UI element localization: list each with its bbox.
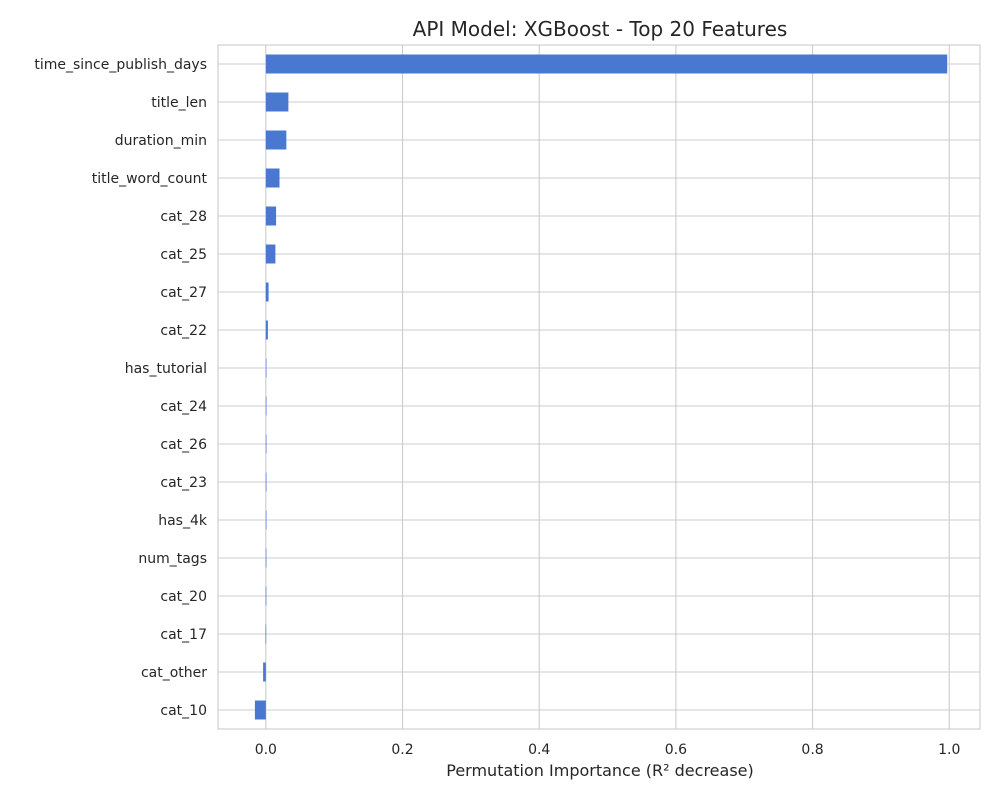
bar-cat-10 — [254, 700, 266, 720]
y-tick-label: cat_27 — [160, 285, 207, 301]
chart-title: API Model: XGBoost - Top 20 Features — [413, 17, 788, 41]
x-tick-label: 0.6 — [665, 742, 687, 758]
bar-time-since-publish-days — [265, 54, 948, 74]
x-tick-label: 0.4 — [528, 742, 550, 758]
y-tick-label: has_4k — [158, 513, 208, 529]
y-tick-label: cat_26 — [160, 437, 207, 453]
x-axis-label: Permutation Importance (R² decrease) — [446, 761, 753, 780]
bar-title-len — [265, 92, 289, 112]
y-tick-label: cat_23 — [160, 475, 207, 491]
bar-num-tags — [265, 548, 267, 568]
bar-cat-28 — [265, 206, 277, 226]
bar-has-4k — [265, 510, 267, 530]
y-tick-label: cat_other — [141, 665, 207, 681]
y-tick-label: duration_min — [115, 133, 207, 149]
y-tick-label: time_since_publish_days — [34, 57, 207, 73]
bar-cat-other — [263, 662, 266, 682]
plot-border — [217, 44, 981, 730]
x-tick-label: 0.2 — [391, 742, 413, 758]
bar-title-word-count — [265, 168, 280, 188]
y-tick-label: num_tags — [138, 551, 207, 567]
y-tick-label: title_len — [151, 95, 207, 111]
y-tick-label: cat_25 — [160, 247, 207, 263]
y-tick-label: cat_10 — [160, 703, 207, 719]
y-tick-label: cat_20 — [160, 589, 207, 605]
y-tick-label: cat_28 — [160, 209, 207, 225]
y-tick-label: cat_17 — [160, 627, 207, 643]
grid-layer — [218, 45, 980, 729]
y-tick-labels: time_since_publish_days title_len duration… — [34, 57, 208, 719]
x-tick-label: 0.8 — [801, 742, 823, 758]
bar-cat-20 — [265, 586, 267, 606]
bars-layer — [254, 54, 948, 720]
bar-duration-min — [265, 130, 287, 150]
x-tick-label: 0.0 — [255, 742, 277, 758]
bar-cat-22 — [265, 320, 268, 340]
x-tick-labels: 0.0 0.2 0.4 0.6 0.8 1.0 — [255, 742, 961, 758]
y-tick-label: title_word_count — [92, 171, 208, 187]
bar-cat-23 — [265, 472, 267, 492]
bar-cat-26 — [265, 434, 267, 454]
plot-frame — [217, 44, 981, 730]
bar-cat-24 — [265, 396, 267, 416]
bar-cat-27 — [265, 282, 269, 302]
bar-cat-25 — [265, 244, 276, 264]
y-tick-label: cat_24 — [160, 399, 207, 415]
bar-has-tutorial — [265, 358, 267, 378]
y-tick-label: cat_22 — [160, 323, 207, 339]
x-tick-label: 1.0 — [938, 742, 960, 758]
bar-cat-17 — [265, 624, 267, 644]
y-tick-label: has_tutorial — [125, 361, 207, 377]
